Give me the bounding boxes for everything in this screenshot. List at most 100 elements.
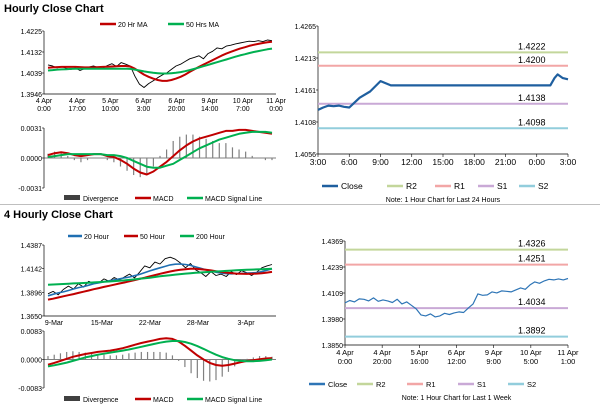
hourly-levels-xtick: 15:00 [432, 157, 454, 167]
hourly-levels-ytick: 1.4056 [295, 152, 317, 159]
hourly-levels-xtick: 6:00 [341, 157, 358, 167]
hourly-levels-ytick: 1.4213 [295, 56, 317, 63]
weekly-levels-xtick: 4 Apr [373, 348, 391, 357]
4h-legend-macd: MACD [153, 397, 174, 404]
weekly-levels-xtick: 4 Apr [336, 348, 354, 357]
hourly-levels-xtick: 3:00 [560, 157, 577, 167]
section-divider [0, 204, 600, 205]
hourly-levels-legend-close: Close [341, 181, 363, 191]
legend-divergence: Divergence [83, 196, 119, 203]
weekly-levels-ytick: 1.4239 [322, 265, 344, 272]
hourly-price-xtick: 0:00 [37, 106, 51, 113]
4h-price-xtick: 9-Mar [45, 320, 64, 327]
4h-legend-divergence: Divergence [83, 397, 119, 404]
weekly-levels-close-line [344, 277, 569, 318]
4h-price-xtick: 15-Mar [91, 320, 114, 327]
weekly-levels-legend-close: Close [328, 380, 347, 389]
weekly-levels-legend-s1: S1 [477, 380, 486, 389]
4h-legend-50-hour: 50 Hour [140, 234, 166, 241]
hourly-levels-xtick: 21:00 [495, 157, 517, 167]
4h-price-xtick: 22-Mar [139, 320, 162, 327]
weekly-levels-xtick: 9 Apr [485, 348, 503, 357]
hourly-price-xtick: 0:00 [269, 106, 283, 113]
weekly-levels-xtick: 12:00 [447, 357, 466, 366]
hourly-price-xtick: 4 Apr [69, 98, 86, 105]
4h-price-xtick: 28-Mar [187, 320, 210, 327]
hourly-price-xtick: 4 Apr [36, 98, 53, 105]
4h-price-ytick: 1.3896 [21, 290, 43, 297]
hourly-macd-ytick: 0.0000 [21, 156, 43, 163]
4h-macd-ytick: 0.0000 [21, 358, 43, 365]
hourly-levels-xtick: 3:00 [310, 157, 327, 167]
hourly-price-xtick: 17:00 [68, 106, 86, 113]
weekly-levels-xtick: 9:00 [486, 357, 501, 366]
weekly-levels-xtick: 5:00 [524, 357, 539, 366]
weekly-levels-level-label-r1: 1.4251 [518, 254, 546, 264]
weekly-levels-xtick: 6 Apr [448, 348, 466, 357]
hourly-macd-ytick: 0.0031 [21, 126, 43, 133]
hourly-price-ytick: 1.4039 [21, 71, 43, 78]
hourly-price-xtick: 10:00 [102, 106, 120, 113]
hourly-levels-xtick: 18:00 [464, 157, 486, 167]
hourly-price-xtick: 5 Apr [102, 98, 119, 105]
4h-macd-ytick: 0.0083 [21, 329, 43, 336]
hourly-levels-close-line [317, 73, 569, 111]
weekly-levels-level-label-s2: 1.3892 [518, 326, 546, 336]
hourly-macd-ytick: -0.0031 [18, 186, 42, 193]
weekly-levels-ytick: 1.3980 [322, 317, 344, 324]
weekly-levels-ytick: 1.4109 [322, 291, 344, 298]
hourly-levels-level-label-s1: 1.4138 [518, 93, 546, 103]
weekly-levels-ytick: 1.3850 [322, 343, 344, 350]
hourly-price-xtick: 6 Apr [135, 98, 152, 105]
4h-price-ytick: 1.3650 [21, 314, 43, 321]
weekly-levels-ytick: 1.4369 [322, 239, 344, 246]
4h-legend-signal: MACD Signal Line [205, 397, 262, 404]
hourly-levels-xtick: 9:00 [372, 157, 389, 167]
legend-20hr-ma: 20 Hr MA [118, 22, 148, 29]
hourly-price-ytick: 1.4225 [21, 29, 43, 36]
weekly-levels-legend-r1: R1 [426, 380, 436, 389]
4h-legend-200-hour: 200 Hour [196, 234, 225, 241]
hourly-signal-line [47, 130, 273, 169]
4h-price-xtick: 3-Apr [237, 320, 255, 327]
weekly-levels-xtick: 20:00 [373, 357, 392, 366]
weekly-levels-xtick: 0:00 [338, 357, 353, 366]
hourly-price-xtick: 10 Apr [233, 98, 254, 105]
hourly-price-xtick: 20:00 [168, 106, 186, 113]
hourly-50hrs-ma-line [47, 47, 273, 75]
hourly-price-ytick: 1.3946 [21, 92, 43, 99]
weekly-levels-level-label-r2: 1.4326 [518, 239, 546, 249]
weekly-levels-xtick: 10 Apr [520, 348, 542, 357]
weekly-levels-level-label-s1: 1.4034 [518, 297, 546, 307]
hourly-price-xtick: 11 Apr [266, 98, 286, 105]
legend-swatch-divergence [64, 195, 80, 200]
hourly-levels-level-label-r2: 1.4222 [518, 41, 546, 51]
legend-signal: MACD Signal Line [205, 196, 262, 203]
hourly-levels-note: Note: 1 Hour Chart for Last 24 Hours [386, 197, 501, 204]
hourly-levels-level-label-r1: 1.4200 [518, 55, 546, 65]
hourly-price-ytick: 1.4132 [21, 50, 43, 57]
weekly-levels-xtick: 11 Apr [557, 348, 579, 357]
4h-50-hour-line [47, 267, 273, 301]
weekly-levels-legend-s2: S2 [527, 380, 536, 389]
hourly-price-xtick: 9 Apr [202, 98, 219, 105]
hourly-levels-legend-r2: R2 [406, 181, 417, 191]
hourly-section-title: Hourly Close Chart [4, 3, 104, 15]
4h-legend-20-hour: 20 Hour [84, 234, 110, 241]
weekly-levels-xtick: 1:00 [561, 357, 576, 366]
4h-section-title: 4 Hourly Close Chart [4, 209, 113, 221]
4h-price-ytick: 1.4142 [21, 267, 43, 274]
hourly-20hr-ma-line [47, 40, 273, 82]
weekly-levels-note: Note: 1 Hour Chart for Last 1 Week [402, 395, 512, 402]
hourly-price-xtick: 3:00 [137, 106, 151, 113]
hourly-levels-legend-s2: S2 [538, 181, 549, 191]
hourly-price-xtick: 6 Apr [168, 98, 185, 105]
4h-20-hour-line [47, 263, 273, 297]
hourly-price-xtick: 14:00 [201, 106, 219, 113]
4h-macd-line [47, 337, 273, 367]
4h-price-ytick: 1.4387 [21, 243, 43, 250]
weekly-levels-xtick: 5 Apr [411, 348, 429, 357]
hourly-levels-ytick: 1.4265 [295, 24, 317, 31]
hourly-price-xtick: 7:00 [236, 106, 250, 113]
hourly-levels-ytick: 1.4108 [295, 120, 317, 127]
